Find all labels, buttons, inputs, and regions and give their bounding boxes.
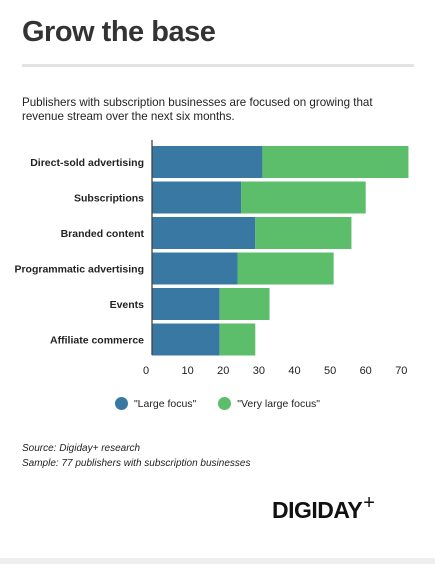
bar-branded-content-large-focus bbox=[152, 217, 256, 249]
category-label-subscriptions: Subscriptions bbox=[74, 193, 144, 205]
legend-item-very-large-focus: "Very large focus" bbox=[218, 397, 320, 410]
legend-swatch-large-focus bbox=[114, 397, 128, 410]
title-divider bbox=[22, 64, 414, 67]
sample-line: Sample: 77 publishers with subscription … bbox=[22, 458, 251, 469]
bar-programmatic-advertising-large-focus bbox=[152, 252, 238, 285]
bar-programmatic-advertising-very-large-focus bbox=[237, 252, 334, 285]
bar-direct-sold-advertising-large-focus bbox=[152, 146, 263, 178]
bar-events-very-large-focus bbox=[219, 288, 270, 320]
bar-subscriptions-very-large-focus bbox=[241, 181, 366, 214]
source-line: Source: Digiday+ research bbox=[22, 443, 141, 454]
bottom-bar bbox=[0, 558, 435, 564]
logo-text: DIGIDAY bbox=[272, 497, 363, 523]
x-tick-label-20: 20 bbox=[217, 365, 229, 377]
x-tick-label-40: 40 bbox=[288, 365, 300, 377]
category-label-affiliate-commerce: Affiliate commerce bbox=[50, 335, 144, 347]
chart-subtitle: Publishers with subscription businesses … bbox=[22, 96, 373, 123]
chart-title: Grow the base bbox=[22, 16, 216, 48]
category-label-branded-content: Branded content bbox=[61, 228, 145, 240]
legend-label-very-large-focus: "Very large focus" bbox=[237, 397, 321, 410]
bar-branded-content-very-large-focus bbox=[255, 217, 352, 249]
x-tick-label-50: 50 bbox=[324, 365, 336, 377]
x-tick-label-10: 10 bbox=[181, 365, 193, 377]
logo-plus: + bbox=[363, 492, 375, 514]
legend: "Large focus" "Very large focus" bbox=[0, 397, 435, 410]
category-label-direct-sold-advertising: Direct-sold advertising bbox=[30, 157, 144, 169]
category-label-events: Events bbox=[110, 299, 145, 311]
x-tick-label-70: 70 bbox=[395, 365, 407, 377]
legend-label-large-focus: "Large focus" bbox=[133, 397, 197, 410]
digiday-logo: DIGIDAY+ bbox=[272, 492, 375, 524]
x-tick-label-30: 30 bbox=[253, 365, 265, 377]
legend-swatch-very-large-focus bbox=[218, 397, 232, 410]
bar-subscriptions-large-focus bbox=[152, 181, 242, 214]
bar-affiliate-commerce-very-large-focus bbox=[219, 323, 256, 356]
legend-item-large-focus: "Large focus" bbox=[114, 397, 197, 410]
x-tick-label-0: 0 bbox=[143, 365, 149, 377]
category-label-programmatic-advertising: Programmatic advertising bbox=[14, 264, 144, 276]
bar-direct-sold-advertising-very-large-focus bbox=[262, 146, 409, 178]
source-notes: Source: Digiday+ research Sample: 77 pub… bbox=[22, 441, 250, 471]
bar-events-large-focus bbox=[152, 288, 220, 320]
bar-affiliate-commerce-large-focus bbox=[152, 323, 220, 356]
x-tick-label-60: 60 bbox=[360, 365, 372, 377]
bar-chart: Direct-sold advertising Subscriptions Bran… bbox=[14, 140, 409, 377]
